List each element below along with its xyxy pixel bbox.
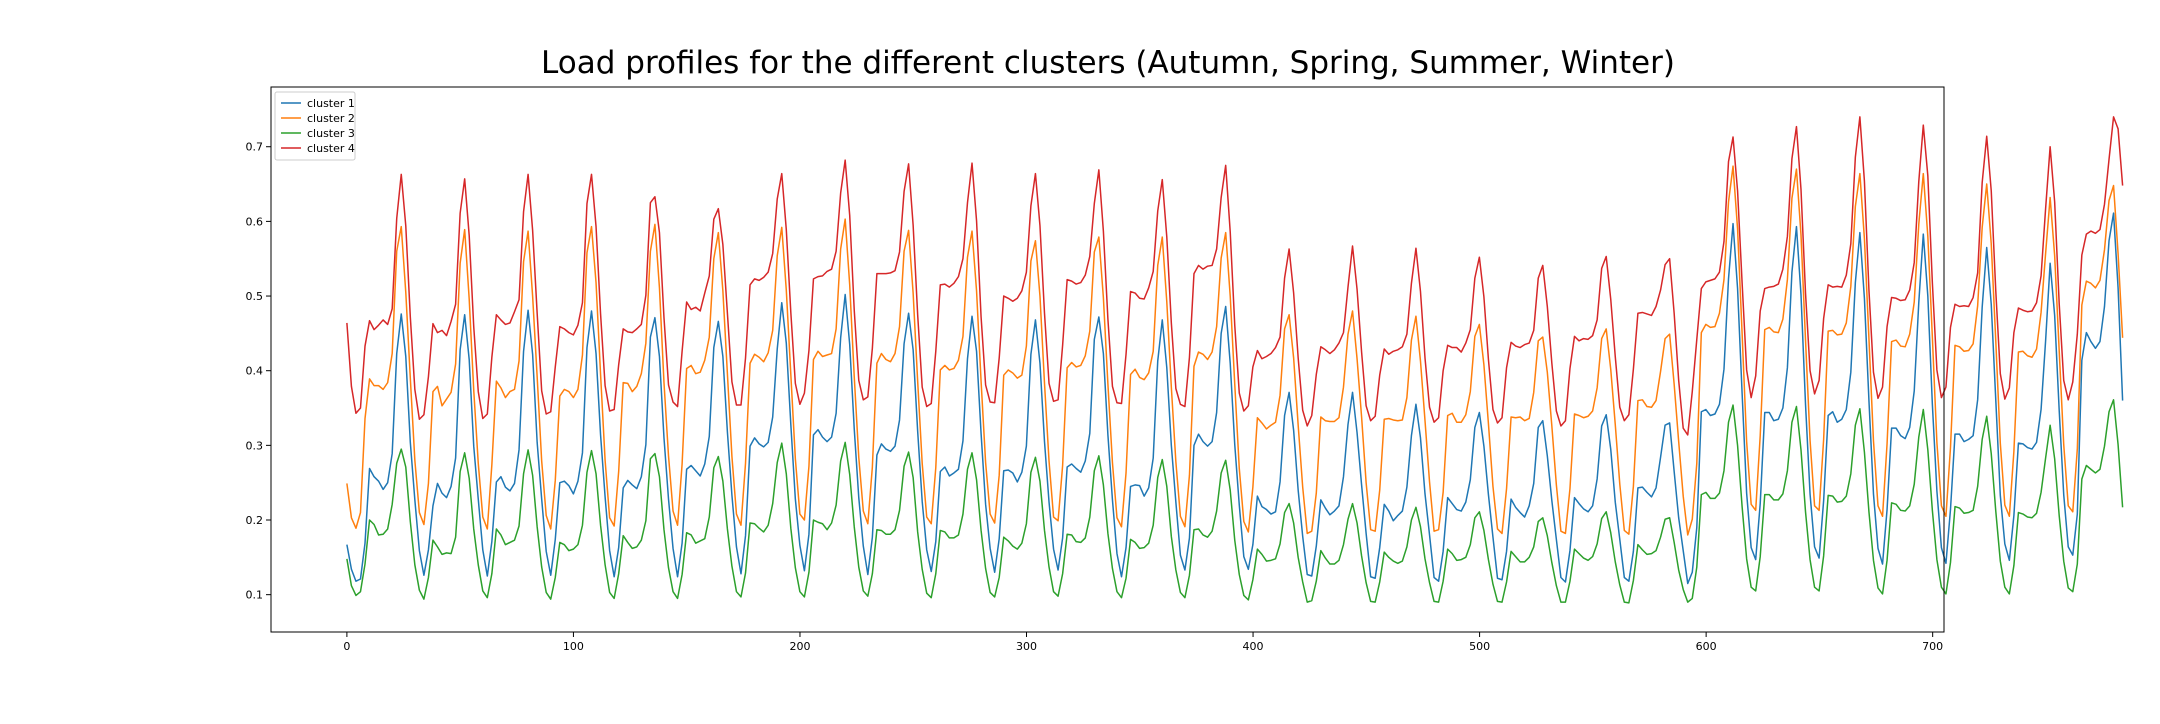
x-tick-label: 100 bbox=[563, 640, 584, 653]
x-tick-label: 0 bbox=[343, 640, 350, 653]
x-tick-label: 500 bbox=[1469, 640, 1490, 653]
legend-label: cluster 3 bbox=[307, 127, 355, 140]
y-tick-label: 0.1 bbox=[246, 589, 264, 602]
x-tick-label: 300 bbox=[1016, 640, 1037, 653]
legend-box bbox=[274, 91, 356, 161]
y-tick-label: 0.2 bbox=[246, 514, 264, 527]
y-tick-label: 0.5 bbox=[246, 290, 264, 303]
x-tick-label: 400 bbox=[1243, 640, 1264, 653]
x-tick-label: 600 bbox=[1696, 640, 1717, 653]
x-tick-label: 200 bbox=[789, 640, 810, 653]
series-line-3 bbox=[346, 399, 2124, 604]
y-tick-label: 0.7 bbox=[246, 141, 264, 154]
chart-title: Load profiles for the different clusters… bbox=[541, 45, 1675, 81]
x-tick-label: 700 bbox=[1922, 640, 1943, 653]
series-line-4 bbox=[346, 116, 2124, 436]
legend-label: cluster 4 bbox=[307, 142, 355, 155]
legend-label: cluster 2 bbox=[307, 112, 355, 125]
plot-frame bbox=[270, 86, 1945, 633]
y-tick-label: 0.6 bbox=[246, 215, 264, 228]
legend-label: cluster 1 bbox=[307, 97, 355, 110]
y-tick-label: 0.4 bbox=[246, 365, 264, 378]
y-tick-label: 0.3 bbox=[246, 439, 264, 452]
series-line-2 bbox=[346, 165, 2124, 536]
series-line-1 bbox=[346, 212, 2124, 585]
